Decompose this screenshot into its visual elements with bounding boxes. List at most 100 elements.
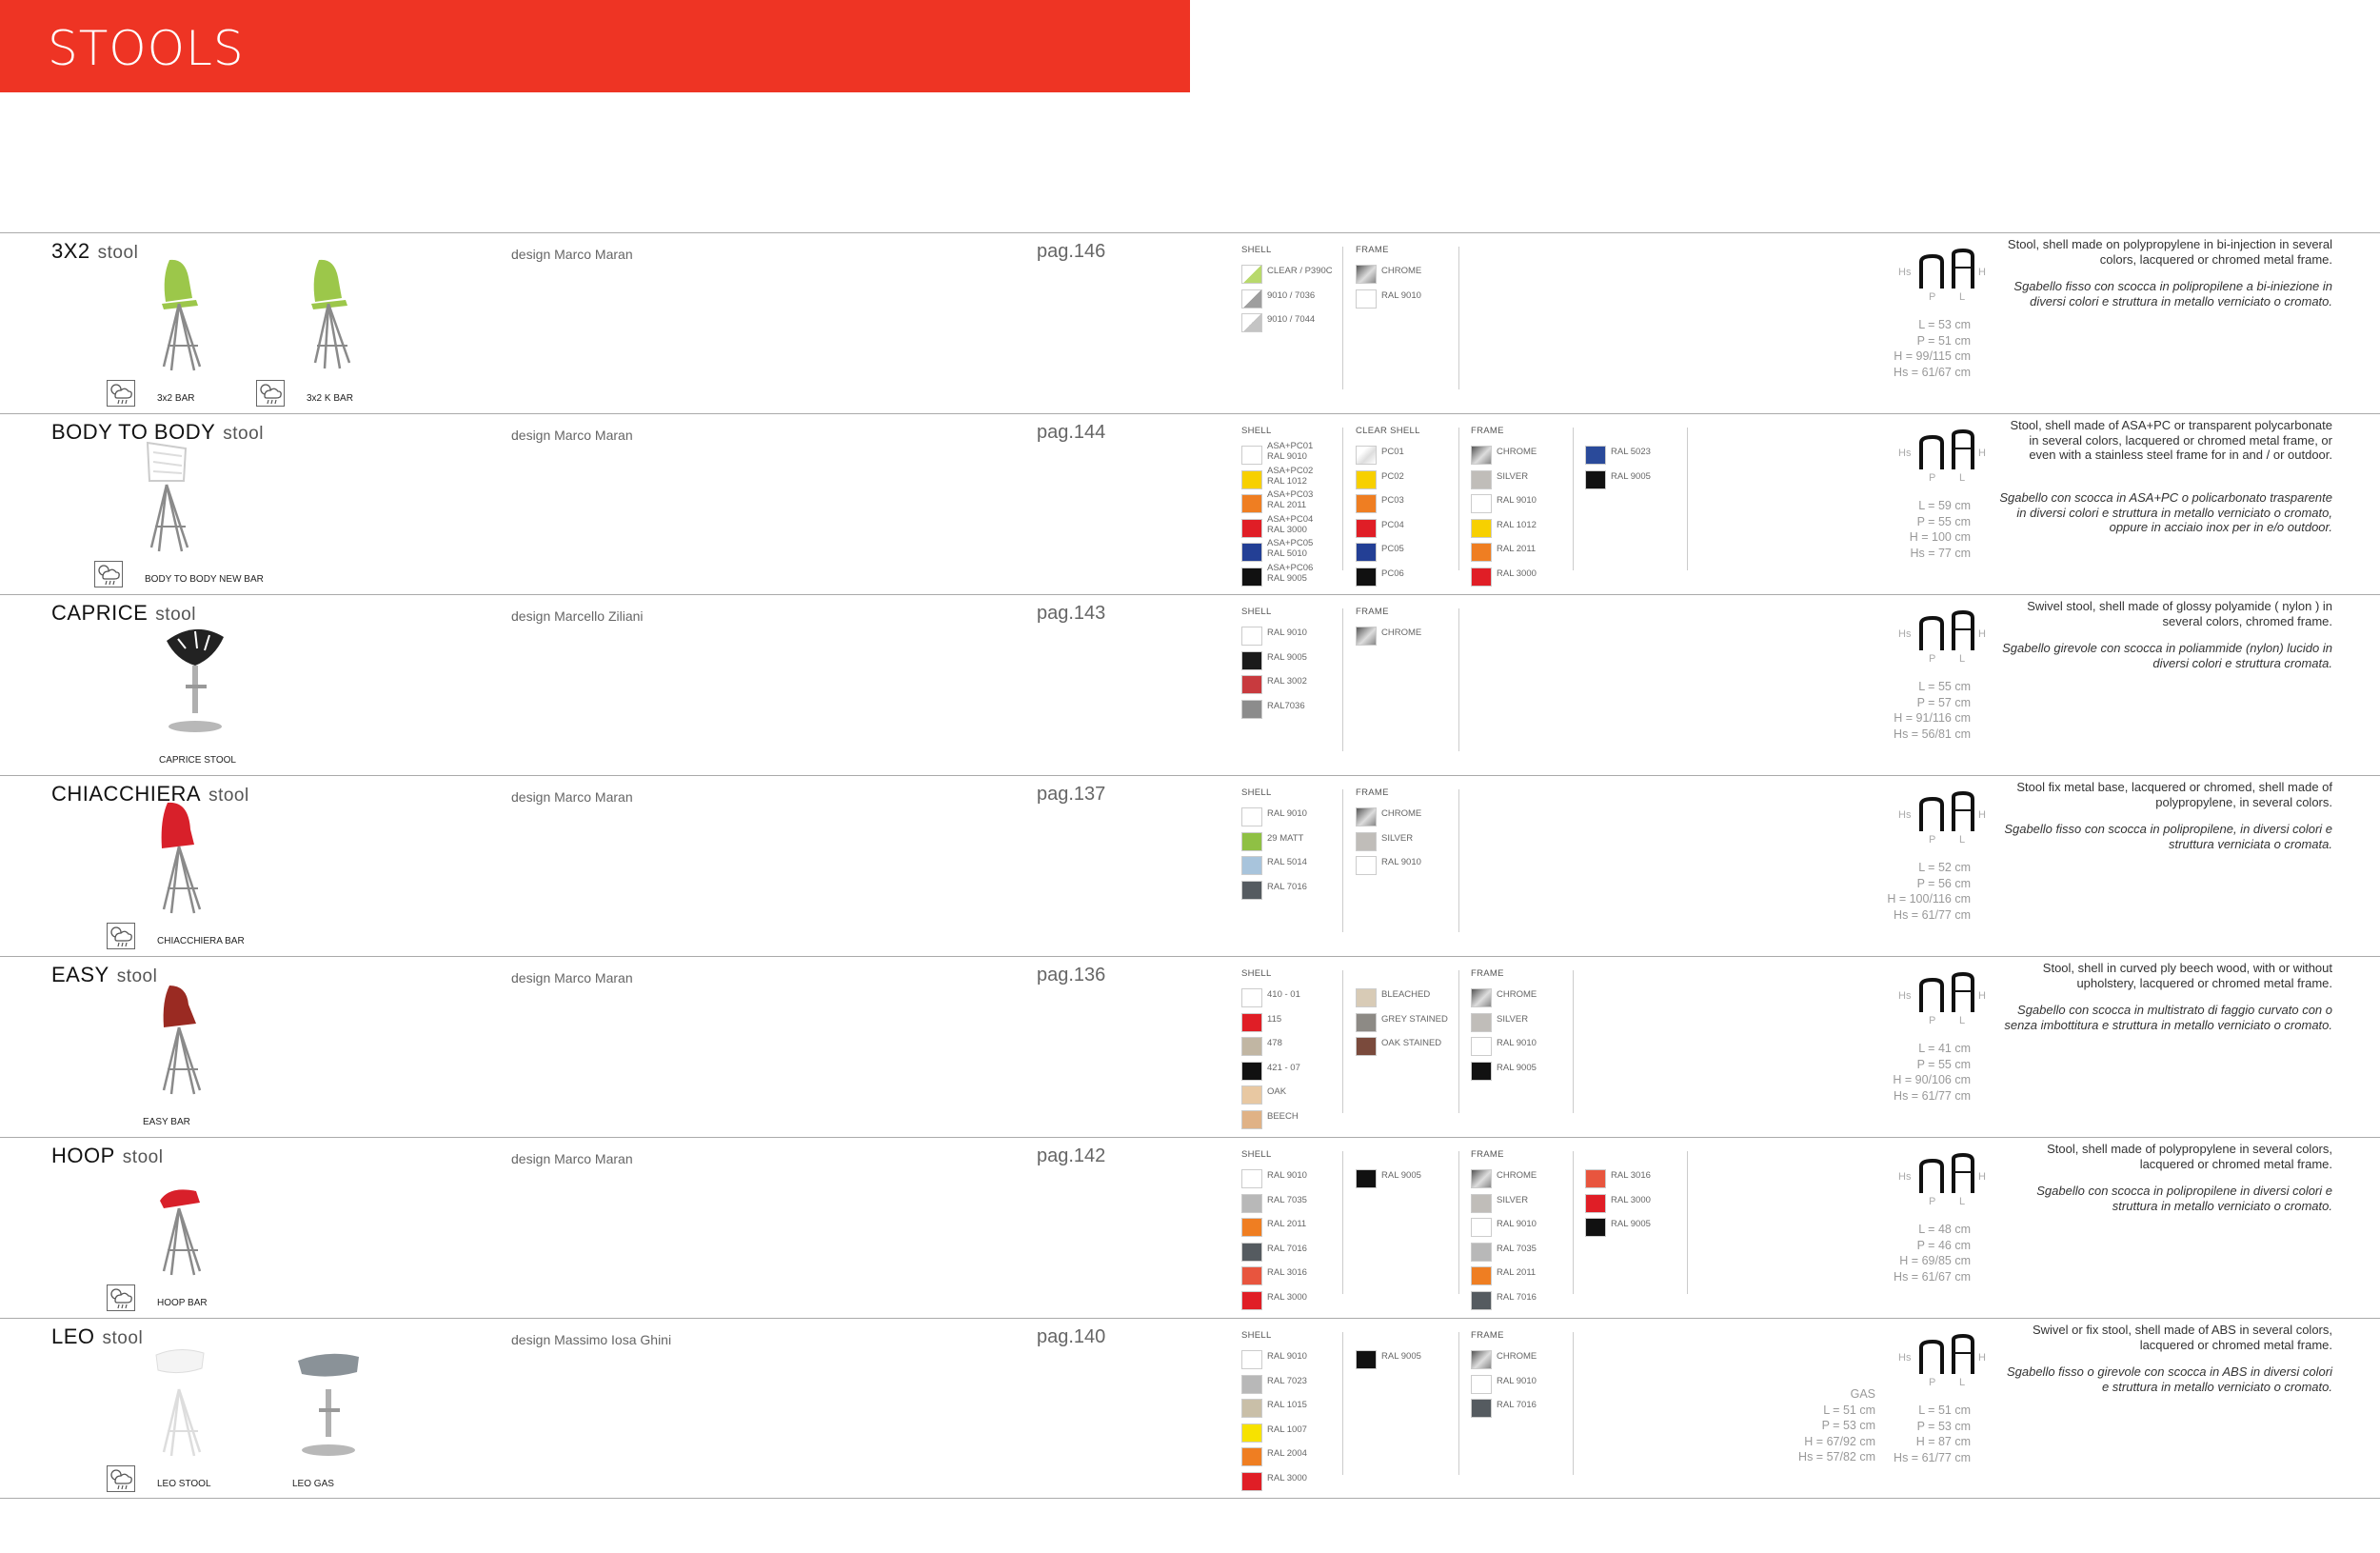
color-swatch bbox=[1241, 289, 1262, 309]
page-reference: pag.140 bbox=[1037, 1326, 1106, 1347]
product-type: stool bbox=[208, 786, 249, 806]
color-swatch-label: RAL 9005 bbox=[1497, 1062, 1537, 1073]
svg-text:P: P bbox=[1929, 1377, 1935, 1388]
color-swatch-label: RAL 9010 bbox=[1497, 1219, 1537, 1229]
color-swatch-label: 478 bbox=[1267, 1038, 1282, 1048]
color-swatch-label: SILVER bbox=[1497, 470, 1529, 482]
color-swatch-label: PC05 bbox=[1381, 544, 1404, 554]
svg-text:Hs: Hs bbox=[1898, 990, 1912, 1002]
color-swatch-label: PC03 bbox=[1381, 495, 1404, 506]
finish-group-title: SHELL bbox=[1241, 245, 1272, 255]
product-type: stool bbox=[97, 243, 139, 263]
color-swatch bbox=[1471, 567, 1492, 587]
outdoor-weather-icon bbox=[107, 923, 135, 949]
dimension-diagram-icon: Hs H P L bbox=[1898, 428, 1986, 484]
product-image-caprice bbox=[157, 620, 237, 743]
color-swatch bbox=[1241, 543, 1262, 562]
color-swatch bbox=[1241, 1471, 1262, 1491]
divider bbox=[1573, 970, 1574, 1113]
color-swatch-label: PC04 bbox=[1381, 519, 1404, 530]
finish-group-title: FRAME bbox=[1356, 245, 1389, 255]
svg-text:P: P bbox=[1929, 291, 1935, 303]
color-swatch bbox=[1241, 856, 1262, 875]
variant-label: LEO GAS bbox=[292, 1479, 334, 1489]
dimension-line: P = 53 cm bbox=[1821, 1419, 1875, 1432]
page-reference: pag.142 bbox=[1037, 1145, 1106, 1166]
color-swatch bbox=[1585, 469, 1606, 489]
product-name: CAPRICE stool bbox=[51, 601, 196, 626]
designer-credit: design Marco Maran bbox=[511, 1151, 633, 1166]
finish-group-title: FRAME bbox=[1356, 607, 1389, 617]
product-row-leo: LEO stool design Massimo Iosa Ghini pag.140… bbox=[0, 1318, 2380, 1499]
color-swatch bbox=[1241, 650, 1262, 670]
page-reference: pag.146 bbox=[1037, 241, 1106, 262]
divider bbox=[1573, 1332, 1574, 1475]
color-swatch bbox=[1356, 856, 1377, 875]
color-swatch bbox=[1356, 807, 1377, 826]
svg-text:Hs: Hs bbox=[1898, 448, 1912, 459]
color-swatch-label: BEECH bbox=[1267, 1110, 1299, 1122]
dimension-line: P = 46 cm bbox=[1916, 1238, 1971, 1252]
divider bbox=[1342, 789, 1343, 932]
finish-group-title: SHELL bbox=[1241, 968, 1272, 979]
color-swatch-label: OAK STAINED bbox=[1381, 1038, 1442, 1048]
svg-text:L: L bbox=[1959, 1015, 1965, 1026]
dimension-icon: Hs H P L bbox=[1894, 970, 1999, 1032]
product-row-caprice: CAPRICE stool design Marcello Ziliani pag.1… bbox=[0, 594, 2380, 775]
svg-text:L: L bbox=[1959, 472, 1965, 484]
color-swatch-label: 9010 / 7044 bbox=[1267, 314, 1316, 325]
color-swatch-label: 9010 / 7036 bbox=[1267, 289, 1316, 301]
svg-text:P: P bbox=[1929, 472, 1935, 484]
dimension-line: L = 52 cm bbox=[1918, 861, 1971, 874]
designer-credit: design Marco Maran bbox=[511, 247, 633, 262]
color-swatch bbox=[1241, 518, 1262, 538]
color-swatch bbox=[1241, 1109, 1262, 1129]
color-swatch bbox=[1241, 494, 1262, 513]
color-swatch-label: RAL 3000 bbox=[1267, 1291, 1307, 1303]
dimension-line: P = 56 cm bbox=[1916, 876, 1971, 890]
variant-label: CHIACCHIERA BAR bbox=[157, 936, 245, 946]
dimension-line: L = 53 cm bbox=[1918, 318, 1971, 331]
divider bbox=[1342, 1151, 1343, 1294]
page-reference: pag.137 bbox=[1037, 784, 1106, 805]
color-swatch-label: CHROME bbox=[1381, 808, 1422, 819]
color-swatch bbox=[1471, 1242, 1492, 1262]
svg-text:Hs: Hs bbox=[1898, 1352, 1912, 1364]
color-swatch bbox=[1356, 988, 1377, 1007]
variant-label: HOOP BAR bbox=[157, 1298, 208, 1308]
color-swatch-label: RAL 1012 bbox=[1497, 519, 1537, 530]
description-italian: Sgabello girevole con scocca in poliammi… bbox=[2002, 641, 2332, 670]
designer-credit: design Marco Maran bbox=[511, 970, 633, 986]
description-english: Stool, shell in curved ply beech wood, w… bbox=[2042, 961, 2332, 990]
page-reference: pag.143 bbox=[1037, 603, 1106, 624]
outdoor-weather-icon bbox=[107, 380, 135, 407]
product-image-leogas bbox=[290, 1344, 370, 1466]
product-name: CHIACCHIERA stool bbox=[51, 782, 249, 806]
color-swatch-label: RAL 3000 bbox=[1611, 1194, 1651, 1205]
product-name: HOOP stool bbox=[51, 1144, 163, 1168]
svg-text:H: H bbox=[1978, 628, 1986, 640]
color-swatch bbox=[1356, 469, 1377, 489]
dimension-line: Hs = 61/77 cm bbox=[1894, 1088, 1971, 1103]
product-image-chiacchiera bbox=[141, 801, 221, 924]
color-swatch bbox=[1241, 1374, 1262, 1394]
dimension-line: L = 41 cm bbox=[1918, 1042, 1971, 1055]
color-swatch bbox=[1241, 1193, 1262, 1213]
svg-text:P: P bbox=[1929, 653, 1935, 665]
svg-text:L: L bbox=[1959, 1377, 1965, 1388]
color-swatch-label: ASA+PC01 RAL 9010 bbox=[1267, 441, 1314, 462]
finish-group-title: FRAME bbox=[1356, 787, 1389, 798]
product-name-text: 3X2 bbox=[51, 239, 90, 263]
product-row-easy: EASY stool design Marco Maran pag.136 EASY B… bbox=[0, 956, 2380, 1137]
product-type: stool bbox=[102, 1328, 144, 1348]
color-swatch-label: RAL 3016 bbox=[1267, 1267, 1307, 1278]
dimension-line: P = 51 cm bbox=[1916, 333, 1971, 348]
divider bbox=[1573, 428, 1574, 570]
color-swatch-label: RAL 7016 bbox=[1267, 881, 1307, 892]
outdoor-weather-icon bbox=[107, 1465, 135, 1492]
product-name: LEO stool bbox=[51, 1324, 143, 1349]
dimensions-gas: GAS L = 51 cm P = 53 cm H = 67/92 cm Hs = 57… bbox=[1771, 1386, 1875, 1465]
color-swatch bbox=[1471, 469, 1492, 489]
color-swatch bbox=[1471, 1061, 1492, 1081]
dimension-line: H = 90/106 cm bbox=[1893, 1073, 1971, 1086]
